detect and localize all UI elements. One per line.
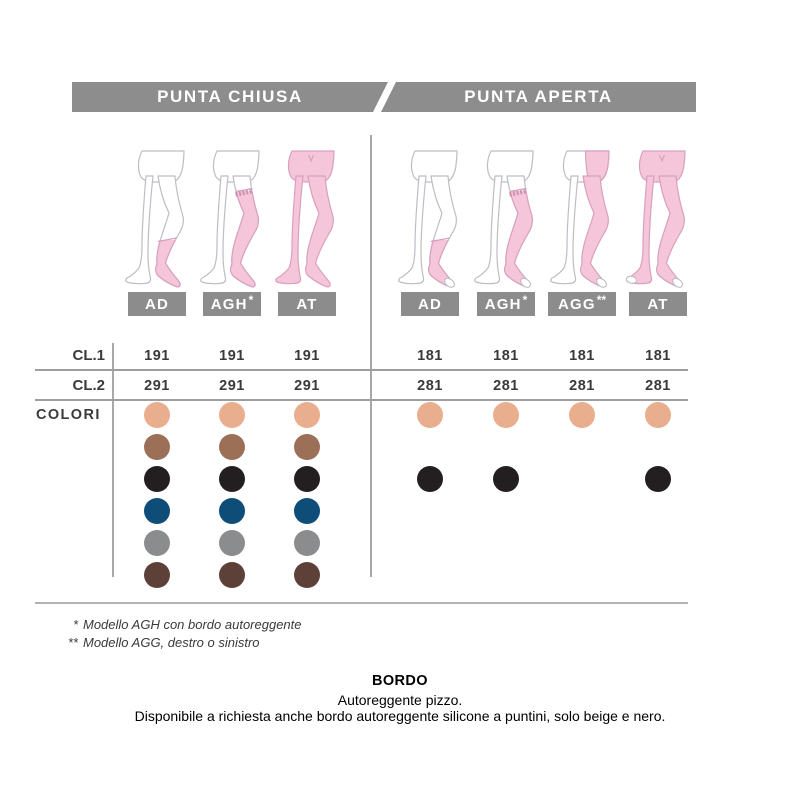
header-punta-aperta: PUNTA APERTA: [381, 82, 696, 112]
color-dot-marrone: [219, 434, 245, 460]
color-dot-blu: [219, 498, 245, 524]
rule-under-cl1: [35, 369, 688, 371]
model-label-agh: AGH *: [477, 292, 535, 316]
rule-table-bottom: [35, 602, 688, 604]
row-label-cl2: CL.2: [72, 377, 105, 394]
color-dot-moka: [144, 562, 170, 588]
color-dot-blu: [294, 498, 320, 524]
footnotes: * Modello AGH con bordo autoreggente ** …: [58, 616, 302, 652]
header-punta-chiusa: PUNTA CHIUSA: [72, 82, 388, 112]
model-label-agh: AGH *: [203, 292, 261, 316]
cl1-value-agh-open: 181: [493, 348, 519, 364]
color-dot-beige: [569, 402, 595, 428]
figure-agh-open-toe: [470, 150, 542, 290]
footnote-text: Modello AGG, destro o sinistro: [83, 635, 260, 650]
color-dot-marrone: [144, 434, 170, 460]
model-label-at: AT: [278, 292, 336, 316]
color-dot-beige: [645, 402, 671, 428]
cl1-value-ad-open: 181: [417, 348, 443, 364]
color-dot-grigio: [294, 530, 320, 556]
row-label-cl1: CL.1: [72, 347, 105, 364]
footnote-marker: *: [72, 617, 78, 632]
cl2-value-at-closed: 291: [294, 378, 320, 394]
color-dot-marrone: [294, 434, 320, 460]
model-label-at: AT: [629, 292, 687, 316]
cl2-value-agh-open: 281: [493, 378, 519, 394]
color-dot-grigio: [144, 530, 170, 556]
color-dot-nero: [645, 466, 671, 492]
cl2-value-ad-closed: 291: [144, 378, 170, 394]
cl1-value-at-open: 181: [645, 348, 671, 364]
figure-ad-closed-toe: [121, 150, 193, 290]
footnote-text: Modello AGH con bordo autoreggente: [83, 617, 302, 632]
rule-under-cl2: [35, 399, 688, 401]
color-dot-nero: [219, 466, 245, 492]
color-dot-nero: [493, 466, 519, 492]
figure-at-closed-toe: [271, 150, 343, 290]
color-dot-grigio: [219, 530, 245, 556]
footnote-marker: **: [67, 635, 78, 650]
cl2-value-at-open: 281: [645, 378, 671, 394]
color-dot-nero: [144, 466, 170, 492]
color-dot-beige: [294, 402, 320, 428]
divider-row-labels: [112, 343, 114, 577]
figure-agg-open-toe: [546, 150, 618, 290]
cl2-value-agg-open: 281: [569, 378, 595, 394]
model-label-agg: AGG **: [548, 292, 616, 316]
divider-groups: [370, 135, 372, 577]
color-dot-beige: [144, 402, 170, 428]
color-dot-moka: [294, 562, 320, 588]
cl2-value-agh-closed: 291: [219, 378, 245, 394]
model-label-ad: AD: [128, 292, 186, 316]
footnote-agh: * Modello AGH con bordo autoreggente: [58, 616, 302, 634]
cl1-value-ad-closed: 191: [144, 348, 170, 364]
color-dot-nero: [417, 466, 443, 492]
cl2-value-ad-open: 281: [417, 378, 443, 394]
footer-line1: Autoreggente pizzo.: [337, 692, 463, 708]
figure-ad-open-toe: [394, 150, 466, 290]
color-dot-nero: [294, 466, 320, 492]
color-dot-beige: [219, 402, 245, 428]
color-dot-beige: [417, 402, 443, 428]
footnote-agg: ** Modello AGG, destro o sinistro: [58, 634, 302, 652]
figure-at-open-toe: [622, 150, 694, 290]
color-dot-blu: [144, 498, 170, 524]
color-dot-moka: [219, 562, 245, 588]
color-dot-beige: [493, 402, 519, 428]
figure-agh-closed-toe: [196, 150, 268, 290]
cl1-value-at-closed: 191: [294, 348, 320, 364]
cl1-value-agh-closed: 191: [219, 348, 245, 364]
footer-line2: Disponibile a richiesta anche bordo auto…: [134, 708, 666, 724]
model-label-ad: AD: [401, 292, 459, 316]
footer-title-bordo: BORDO: [372, 673, 428, 689]
cl1-value-agg-open: 181: [569, 348, 595, 364]
row-label-colori: COLORI: [36, 407, 101, 423]
